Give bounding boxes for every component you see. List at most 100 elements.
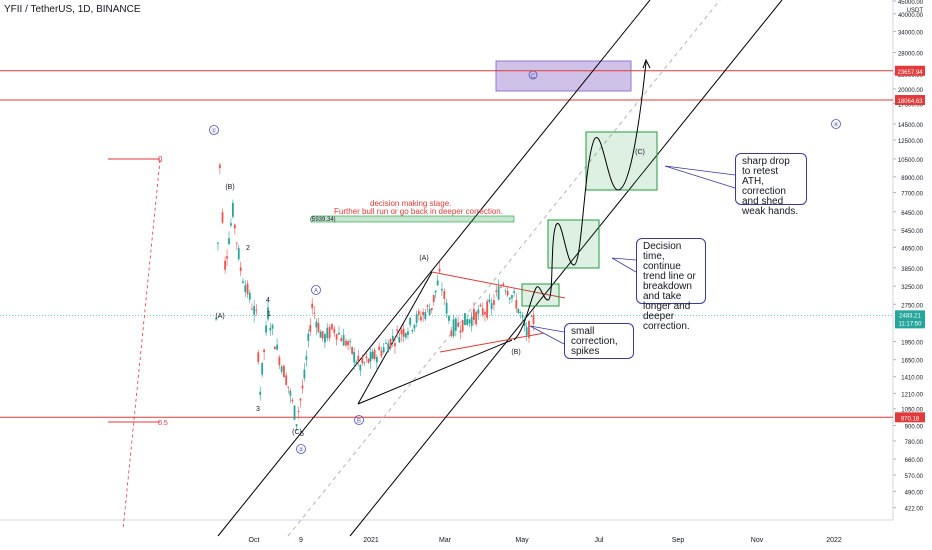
price-level-label: 18064.63 xyxy=(897,99,923,105)
wave-circle-label: B xyxy=(357,419,361,425)
candle-body xyxy=(328,327,331,339)
y-tick-label: 570.00 xyxy=(905,474,924,480)
candle-body xyxy=(293,405,296,420)
y-tick-label: 1410.00 xyxy=(901,376,923,382)
candle-body xyxy=(280,366,283,372)
y-tick-label: 6450.00 xyxy=(901,211,923,217)
projection-arrow xyxy=(642,58,651,69)
candle-body xyxy=(244,285,247,292)
price-level-tag xyxy=(895,412,925,423)
x-tick-label: Oct xyxy=(249,537,260,544)
candle-body xyxy=(475,311,478,324)
candle-body xyxy=(400,329,403,335)
candle-body xyxy=(363,362,366,364)
candle-body xyxy=(488,299,491,302)
candle-body xyxy=(448,315,450,321)
candle-body xyxy=(443,291,446,299)
candle-body xyxy=(349,341,351,343)
candle-body xyxy=(233,224,236,229)
x-tick-label: Jul xyxy=(595,537,604,544)
candle-body xyxy=(513,291,516,294)
y-tick-label: 780.00 xyxy=(905,440,924,446)
y-tick-label: 1050.00 xyxy=(901,408,923,414)
candle-body xyxy=(335,334,338,340)
candle-body xyxy=(303,369,306,379)
candle-body xyxy=(338,332,340,335)
candle-body xyxy=(299,398,302,401)
y-tick-label: 5450.00 xyxy=(901,229,923,235)
price-level-label: 970.18 xyxy=(901,416,920,422)
candle-body xyxy=(387,343,390,353)
candle-body xyxy=(479,304,482,307)
channel-mid-line xyxy=(287,0,721,537)
x-tick-label: May xyxy=(515,537,529,544)
candle-body xyxy=(477,309,480,314)
wave-circle xyxy=(354,415,364,425)
candle-body xyxy=(385,342,387,344)
candle-body xyxy=(342,335,345,346)
candle-body xyxy=(228,238,230,245)
candle-body xyxy=(426,305,429,307)
y-tick-label: 2750.00 xyxy=(901,303,923,309)
callout-sharp-drop: sharp drop to retest ATH, correction and… xyxy=(735,153,807,217)
candle-body xyxy=(319,331,322,338)
x-tick-label: 2022 xyxy=(826,537,842,544)
candle-body xyxy=(424,312,427,320)
price-range-box xyxy=(311,215,515,223)
y-tick-label: 10500.00 xyxy=(898,158,924,164)
candle-body xyxy=(297,410,300,413)
candle-body xyxy=(289,390,292,396)
x-tick-label: Nov xyxy=(751,537,764,544)
y-tick-label: 660.00 xyxy=(905,458,924,464)
candle-body xyxy=(495,290,498,293)
candle-body xyxy=(394,343,396,347)
candle-body xyxy=(473,308,475,320)
candle-body xyxy=(409,317,412,325)
candle-body xyxy=(457,322,460,327)
wave-label: (A) xyxy=(215,313,224,320)
candle-body xyxy=(305,356,308,360)
candle-body xyxy=(378,346,381,351)
y-tick-label: 17500.00 xyxy=(898,102,924,108)
wave-circle xyxy=(209,125,219,135)
forecast-box-2 xyxy=(547,219,600,269)
fib-zero-label: 0 xyxy=(158,155,163,164)
candle-body xyxy=(411,330,414,332)
candle-body xyxy=(382,347,385,353)
annotation-decision-detail: Further bull run or go back in deeper co… xyxy=(334,207,503,216)
candle-body xyxy=(396,329,399,332)
candle-body xyxy=(417,311,420,315)
candle-body xyxy=(251,308,253,310)
candle-body xyxy=(278,357,281,366)
candle-body xyxy=(355,361,358,364)
candle-body xyxy=(525,327,528,336)
y-tick-label: 20000.00 xyxy=(898,88,924,94)
candle-body xyxy=(402,328,405,337)
candle-body xyxy=(532,315,535,324)
x-tick-label: 9 xyxy=(299,537,303,544)
wave-circle-label: ④ xyxy=(833,122,838,129)
candle-body xyxy=(324,334,326,343)
candle-body xyxy=(359,364,362,371)
candle-body xyxy=(224,260,226,270)
candle-body xyxy=(511,295,513,299)
candle-body xyxy=(239,267,242,271)
x-tick-label: Sep xyxy=(672,537,685,544)
wedge-lower-line xyxy=(357,339,513,405)
wave-circle-label: ② xyxy=(298,447,303,454)
candle-body xyxy=(333,328,336,333)
candle-body xyxy=(391,335,394,340)
candle-body xyxy=(506,291,509,296)
y-tick-label: 1950.00 xyxy=(901,341,923,347)
candle-body xyxy=(441,288,443,291)
candle-body xyxy=(398,337,401,343)
candle-body xyxy=(508,297,511,300)
candle-body xyxy=(283,365,285,378)
fib-half-label: 0.5 xyxy=(158,420,168,427)
y-tick-label: 422.00 xyxy=(905,507,924,513)
price-level-tag xyxy=(895,65,925,76)
candle-body xyxy=(422,312,425,316)
candle-body xyxy=(486,301,489,318)
y-tick-label: 23000.00 xyxy=(898,73,924,79)
